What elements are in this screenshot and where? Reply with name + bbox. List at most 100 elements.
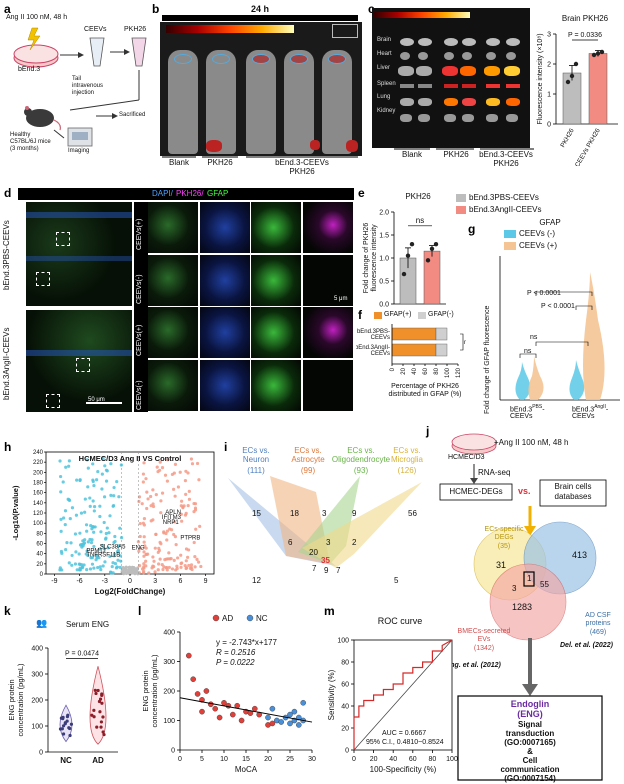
h-point (176, 485, 181, 489)
i-n9b: 9 (324, 566, 329, 575)
l-xtick-label: 30 (308, 756, 316, 763)
c-bar (562, 72, 582, 125)
k-point-ad (99, 725, 103, 729)
h-point (165, 538, 169, 542)
f-legend-swatch-pos (374, 312, 382, 319)
mouse-ceevs-3 (322, 50, 352, 154)
h-point (103, 464, 107, 468)
h-point (163, 558, 167, 562)
h-point (80, 542, 84, 547)
l-xtick-label: 15 (242, 756, 250, 763)
c-pvalue: P = 0.0336 (568, 32, 602, 39)
h-point (184, 492, 188, 497)
h-point (174, 542, 178, 547)
g-legend-pos: CEEVs (+) (519, 241, 558, 250)
d-legend-dapi: DAPI/ (152, 189, 173, 198)
h-point (169, 557, 173, 561)
l-point-nc (300, 700, 306, 706)
d-tile-pkh26 (302, 307, 353, 358)
f-bar-segment (435, 343, 448, 357)
h-point (160, 491, 165, 495)
h-ytick-label: 100 (33, 521, 44, 527)
h-point (142, 517, 147, 521)
h-point (60, 551, 64, 555)
f-xlabel-1: Percentage of PKH26 (391, 383, 459, 390)
h-point (100, 487, 104, 491)
f-bracket (460, 333, 464, 351)
h-point (174, 568, 178, 572)
h-point (101, 543, 105, 548)
l-point-ad (216, 714, 223, 721)
h-point (105, 526, 109, 530)
h-point (74, 550, 78, 554)
c-bar (588, 53, 608, 125)
m-ytick-label: 100 (337, 638, 349, 645)
time-bar (162, 15, 358, 21)
h-point (186, 504, 190, 508)
l-point-nc (295, 722, 302, 728)
h-point (192, 510, 196, 514)
h-point (101, 456, 105, 460)
h-point (153, 546, 157, 550)
i-n3b: 3 (326, 538, 331, 547)
g-legend-swatch-neg (504, 230, 516, 238)
l-legend-nc: NC (256, 614, 268, 623)
h-point (183, 513, 188, 517)
h-point (96, 470, 100, 474)
h-point (193, 555, 197, 559)
d-tile-gfap (251, 359, 301, 411)
h-point (188, 566, 193, 570)
h-point (184, 469, 188, 473)
e-point (425, 258, 431, 263)
h-ylabel: -Log10(P.value) (11, 485, 20, 540)
k-xtick-nc: NC (60, 756, 72, 765)
h-point (78, 531, 82, 535)
h-point (195, 461, 200, 466)
l-xtick-label: 10 (220, 756, 228, 763)
l-point-ad (199, 708, 205, 715)
panel-label-f: f (358, 308, 362, 322)
h-point (149, 494, 153, 499)
h-gene-up: IFITM3 (162, 515, 182, 521)
mouse-ceevs-1 (246, 50, 276, 154)
panel-label-d: d (4, 186, 12, 200)
row-group-pbs: bEnd.3PBS-CEEVs (2, 220, 11, 290)
h-point (73, 562, 78, 566)
h-point (147, 571, 151, 575)
e-point (409, 242, 415, 247)
h-point (62, 516, 66, 520)
l-point-ad (186, 652, 192, 659)
f-legend-neg: GFAP(-) (428, 311, 454, 318)
j-result-body: Signal transduction (GO:0007165) & Cell … (500, 720, 560, 783)
i-venn-diagram (228, 476, 422, 568)
c-ytick-label: 0 (547, 122, 551, 129)
k-violin-chart: 0 100 200 300 400 P = 0.0474 NC AD ENG protein co… (7, 646, 118, 765)
h-ytick-label: 40 (36, 552, 43, 558)
h-point (84, 552, 88, 556)
k-point-nc (65, 715, 70, 719)
d-tile-gfap (251, 254, 301, 306)
h-point (199, 564, 203, 569)
g-violin-chart (499, 256, 620, 401)
i-set-label-neuron: ECs vs. Neuron (242, 446, 270, 464)
h-point (140, 502, 144, 506)
h-point (137, 564, 142, 568)
h-xtick-label: 3 (153, 578, 157, 585)
h-point (118, 526, 122, 530)
d-zoom-grid (148, 202, 354, 412)
d-tile-merge (148, 202, 198, 253)
h-point (173, 494, 177, 498)
h-point (111, 504, 115, 508)
h-point (98, 514, 102, 519)
h-gene-down: SLC38A5 (100, 545, 126, 551)
m-roc-line (353, 639, 453, 750)
l-scatter-chart: 0 100 200 300 400 0 5 10 15 20 25 30 AD NC MoCA ENG pro… (141, 614, 316, 774)
i-n6: 6 (288, 538, 293, 547)
f-xtick-label: 60 (423, 367, 429, 374)
h-point (144, 546, 148, 550)
h-point (184, 547, 189, 551)
h-ytick-label: 200 (33, 470, 44, 476)
k-ytick-label: 100 (31, 724, 43, 731)
h-point (110, 564, 114, 569)
i-set-count-neuron: (111) (247, 466, 265, 475)
